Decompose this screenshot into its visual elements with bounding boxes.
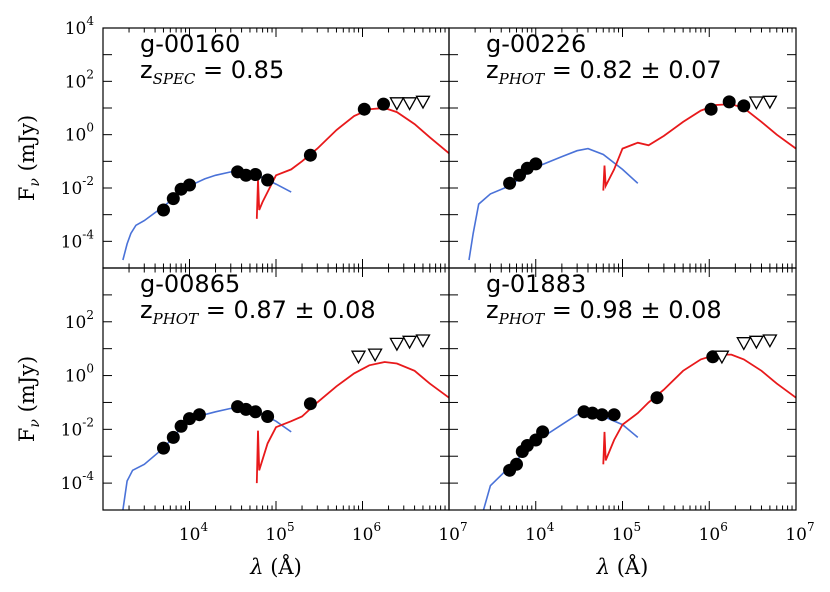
x-tick-label: 106 xyxy=(699,520,728,545)
data-point xyxy=(357,102,371,116)
redshift-label: zSPEC = 0.85 xyxy=(140,56,284,88)
data-point xyxy=(303,397,317,411)
data-point xyxy=(650,391,664,405)
plot-area xyxy=(122,334,449,510)
data-point xyxy=(183,178,196,192)
data-point xyxy=(529,157,543,171)
upper-limit-marker xyxy=(736,337,752,351)
x-tick-label: 105 xyxy=(265,520,294,545)
redshift-label: zPHOT = 0.87 ± 0.08 xyxy=(140,296,376,328)
upper-limit-marker xyxy=(415,95,431,110)
plot-area xyxy=(482,334,796,510)
data-point xyxy=(157,203,170,217)
data-point xyxy=(249,405,262,419)
data-point xyxy=(157,441,170,455)
data-point xyxy=(377,97,390,111)
upper-limit-marker xyxy=(415,334,431,349)
redshift-label: zPHOT = 0.82 ± 0.07 xyxy=(486,56,722,88)
upper-limit-marker xyxy=(350,350,367,365)
redshift-label: zPHOT = 0.98 ± 0.08 xyxy=(486,296,722,328)
data-point xyxy=(536,425,550,439)
dust-model-line xyxy=(255,107,449,219)
data-point xyxy=(595,408,609,422)
upper-limit-marker xyxy=(762,334,778,349)
y-tick-label: 102 xyxy=(65,308,94,333)
dust-model-line xyxy=(255,361,449,484)
upper-limit-marker xyxy=(748,96,765,111)
upper-limit-marker xyxy=(401,335,418,350)
data-point xyxy=(722,95,736,109)
x-tick-label: 107 xyxy=(785,520,814,545)
data-point xyxy=(704,102,718,116)
data-point xyxy=(239,168,253,182)
data-point xyxy=(261,410,275,423)
x-tick-label: 106 xyxy=(352,520,381,545)
x-tick-label: 105 xyxy=(612,520,641,545)
data-point xyxy=(249,168,262,181)
dust-model-line xyxy=(602,353,796,465)
data-point xyxy=(174,419,188,433)
panel-title: g-00226 xyxy=(486,30,586,58)
plot-area xyxy=(468,95,796,261)
data-point xyxy=(737,99,751,113)
panel-title: g-00160 xyxy=(140,30,240,58)
y-tick-label: 10-4 xyxy=(61,469,95,494)
data-point xyxy=(261,173,275,187)
panel-title: g-01883 xyxy=(486,270,586,298)
upper-limit-marker xyxy=(367,348,383,363)
y-axis-label: Fν (mJy) xyxy=(15,115,43,201)
data-point xyxy=(607,408,621,422)
x-tick-label: 107 xyxy=(438,520,467,545)
y-tick-label: 10-2 xyxy=(61,415,94,440)
y-tick-label: 104 xyxy=(65,14,95,39)
stellar-model-line xyxy=(122,407,292,510)
x-tick-label: 104 xyxy=(525,520,555,545)
data-point xyxy=(166,192,180,206)
data-point xyxy=(166,430,180,444)
x-axis-label: λ (Å) xyxy=(596,554,649,579)
data-point xyxy=(183,412,196,426)
upper-limit-marker xyxy=(748,335,765,350)
y-tick-label: 100 xyxy=(65,362,94,387)
y-tick-label: 100 xyxy=(65,121,94,146)
upper-limit-marker xyxy=(401,97,418,111)
y-tick-label: 10-2 xyxy=(61,174,94,199)
upper-limit-marker xyxy=(714,350,730,365)
plot-area xyxy=(122,95,449,261)
y-tick-label: 10-4 xyxy=(61,227,95,252)
dust-model-line xyxy=(602,103,796,191)
data-point xyxy=(510,457,523,471)
data-point xyxy=(585,406,599,420)
upper-limit-marker xyxy=(762,95,778,110)
data-point xyxy=(192,408,206,422)
stellar-model-line xyxy=(468,147,639,261)
data-point xyxy=(303,148,317,162)
x-axis-label: λ (Å) xyxy=(249,554,302,579)
y-axis-label: Fν (mJy) xyxy=(15,356,43,442)
y-tick-label: 102 xyxy=(65,67,94,92)
data-point xyxy=(503,176,517,190)
stellar-model-line xyxy=(482,410,639,510)
upper-limit-marker xyxy=(389,337,405,352)
x-tick-label: 104 xyxy=(179,520,209,545)
upper-limit-marker xyxy=(389,97,405,111)
panel-title: g-00865 xyxy=(140,270,240,298)
